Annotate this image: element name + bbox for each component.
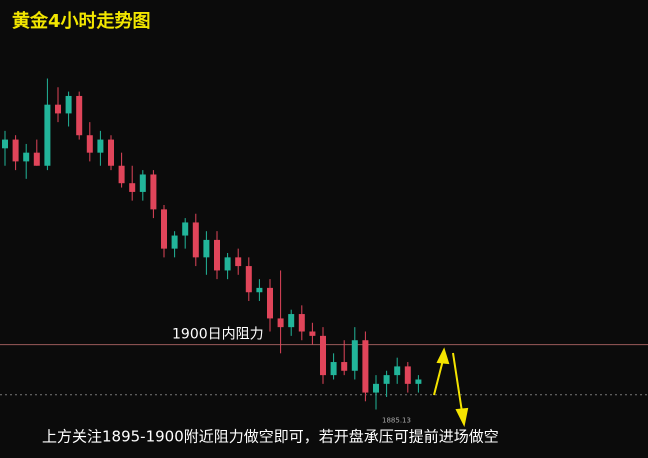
candle-body <box>415 379 422 384</box>
low-label: 1885.13 <box>382 416 411 424</box>
candle-body <box>288 314 295 328</box>
candle-body <box>309 331 316 336</box>
annotation: 上方关注1895-1900附近阻力做空即可，若开盘承压可提前进场做空 <box>42 428 499 446</box>
candle-body <box>65 95 72 114</box>
candle-body <box>373 383 379 393</box>
candle-body <box>171 235 178 249</box>
candle-body <box>224 257 231 271</box>
plot: 1900日内阻力 1885.13 <box>0 78 648 424</box>
candle-body <box>55 104 61 114</box>
arrow-down-head <box>455 407 469 428</box>
candle-body <box>161 209 167 249</box>
candle-body <box>351 340 358 371</box>
arrow-up-head <box>436 347 450 365</box>
candle-body <box>341 362 348 371</box>
chart-title: 黄金4小时走势图 <box>12 10 151 32</box>
candle-body <box>404 366 411 384</box>
candle-body <box>139 174 146 192</box>
candle-body <box>182 222 189 236</box>
candle-body <box>203 239 210 258</box>
candle-body <box>394 366 401 376</box>
candle-body <box>298 314 305 332</box>
arrow-up <box>433 359 444 396</box>
candle-body <box>150 174 157 210</box>
arrows <box>433 347 469 428</box>
candle-body <box>245 266 252 293</box>
candle-body <box>44 104 51 166</box>
candle-body <box>12 139 19 162</box>
candle-body <box>86 135 93 153</box>
candle-body <box>2 139 8 149</box>
candle-body <box>362 340 369 393</box>
candle-body <box>277 318 284 328</box>
candle-body <box>118 165 125 184</box>
candle-body <box>256 287 263 293</box>
candle-body <box>108 139 114 166</box>
arrow-down <box>452 352 463 413</box>
candle-body <box>383 375 390 384</box>
candle-body <box>235 257 242 267</box>
candle-body <box>330 362 337 376</box>
candle-body <box>267 287 273 319</box>
candle-body <box>214 239 220 271</box>
candle-body <box>192 222 199 258</box>
candle-body <box>97 139 104 153</box>
candle-body <box>76 95 83 136</box>
candle-body <box>23 152 30 162</box>
candle-body <box>33 152 40 166</box>
candle-body <box>320 335 326 376</box>
candle-body <box>129 183 136 192</box>
resistance-label: 1900日内阻力 <box>172 327 264 343</box>
